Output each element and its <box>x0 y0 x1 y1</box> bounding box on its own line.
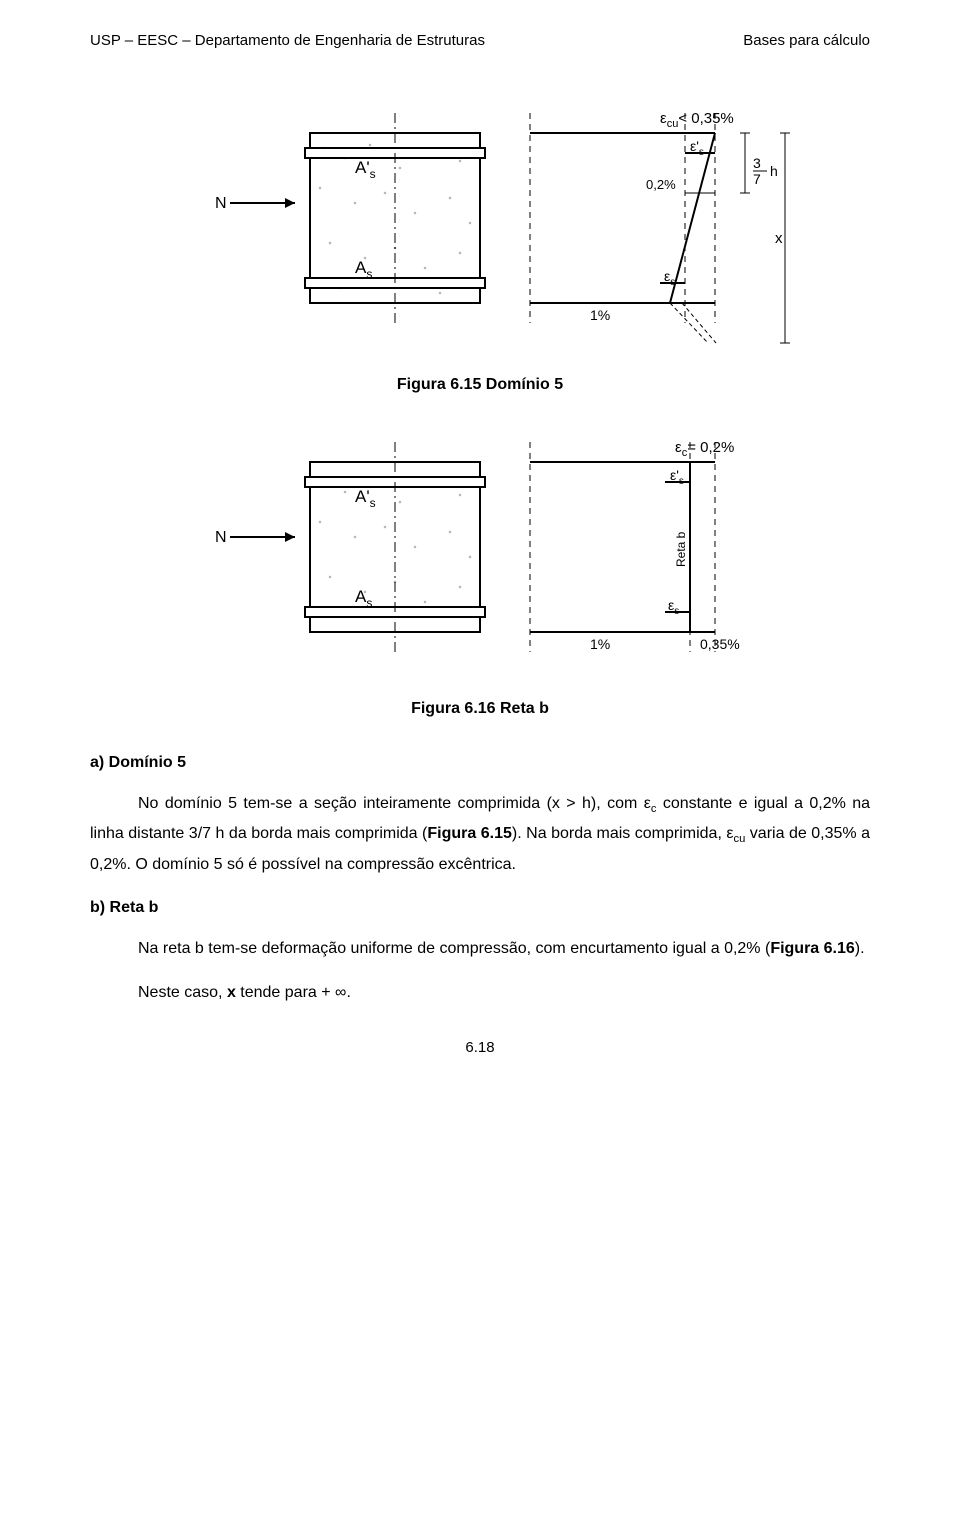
cross-section-2 <box>305 442 485 652</box>
figure-6-16: N A's As ε's εs Reta b εc= 0,2% 1% <box>90 427 870 677</box>
svg-text:x: x <box>775 230 783 247</box>
figure-6-15: N A's As <box>90 93 870 353</box>
svg-text:0,35%: 0,35% <box>700 636 740 652</box>
svg-text:h: h <box>770 163 778 179</box>
force-arrowhead <box>285 198 295 208</box>
svg-text:εs: εs <box>668 597 679 617</box>
svg-text:7: 7 <box>753 171 761 187</box>
svg-text:εs: εs <box>664 268 675 288</box>
svg-text:0,2%: 0,2% <box>646 177 676 192</box>
page-number: 6.18 <box>90 1037 870 1060</box>
strain-diagram: εcu< 0,35% ε's 0,2% εs 1% <box>530 110 734 343</box>
subhead-b: b) Reta b <box>90 896 870 920</box>
caption-6-16: Figura 6.16 Reta b <box>90 697 870 721</box>
svg-text:ε's: ε's <box>690 138 704 158</box>
force-n-label-2: N <box>215 529 227 546</box>
force-n-label: N <box>215 195 227 212</box>
svg-text:Reta b: Reta b <box>674 531 688 567</box>
dim-marks: 3 7 h x <box>740 133 790 343</box>
paragraph-3: Neste caso, x tende para + ∞. <box>90 978 870 1008</box>
strain-diagram-2: ε's εs Reta b εc= 0,2% 1% 0,35% <box>530 439 740 652</box>
page-header: USP – EESC – Departamento de Engenharia … <box>90 30 870 53</box>
header-right: Bases para cálculo <box>743 30 870 53</box>
cross-section <box>305 113 485 323</box>
header-left: USP – EESC – Departamento de Engenharia … <box>90 30 485 53</box>
paragraph-2: Na reta b tem-se deformação uniforme de … <box>90 934 870 964</box>
subhead-a: a) Domínio 5 <box>90 751 870 775</box>
svg-text:1%: 1% <box>590 307 610 323</box>
caption-6-15: Figura 6.15 Domínio 5 <box>90 373 870 397</box>
svg-text:1%: 1% <box>590 636 610 652</box>
svg-text:εc= 0,2%: εc= 0,2% <box>675 439 734 459</box>
svg-text:3: 3 <box>753 155 761 171</box>
svg-text:εcu< 0,35%: εcu< 0,35% <box>660 110 734 130</box>
svg-text:ε's: ε's <box>670 467 684 487</box>
paragraph-1: No domínio 5 tem-se a seção inteiramente… <box>90 789 870 880</box>
